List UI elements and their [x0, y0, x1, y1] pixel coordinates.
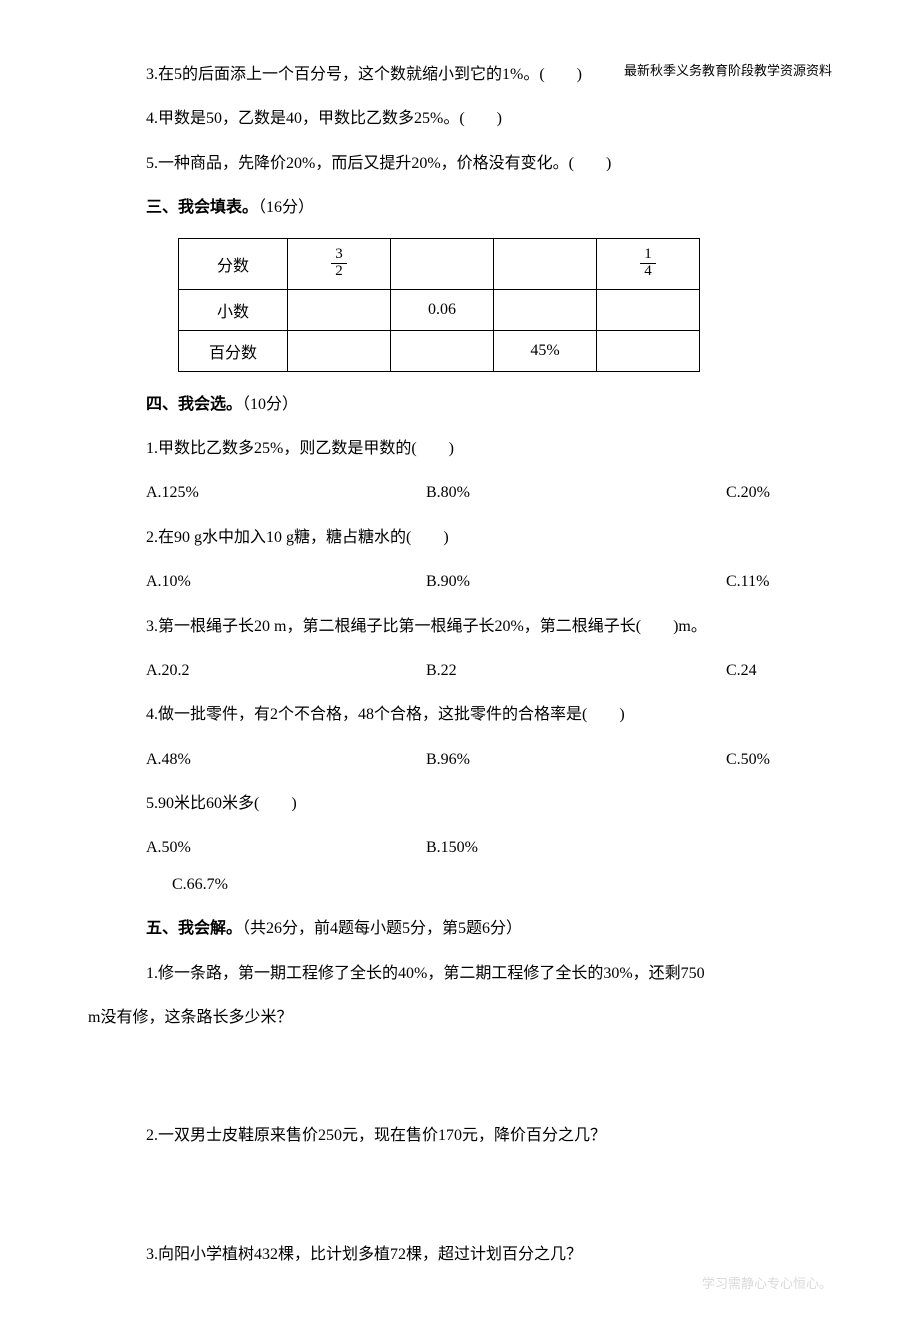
sec5-q3: 3.向阳小学植树432棵，比计划多植72棵，超过计划百分之几？	[88, 1240, 832, 1270]
option-a: A.10%	[146, 567, 426, 597]
cell-empty	[597, 289, 700, 330]
table-row: 小数 0.06	[179, 289, 700, 330]
sec5-title: 五、我会解。	[146, 920, 242, 937]
cell-empty	[288, 289, 391, 330]
cell-fraction-1: 3 2	[288, 238, 391, 289]
fraction-num: 3	[331, 247, 347, 264]
option-placeholder	[726, 833, 832, 863]
sec4-q1-options: A.125% B.80% C.20%	[88, 478, 832, 508]
option-b: B.22	[426, 656, 726, 686]
fraction-den: 2	[331, 264, 347, 280]
fraction-den: 4	[640, 264, 656, 280]
fraction-num: 1	[640, 247, 656, 264]
option-c: C.11%	[726, 567, 832, 597]
option-b: B.96%	[426, 745, 726, 775]
sec4-q1: 1.甲数比乙数多25%，则乙数是甲数的( )	[88, 434, 832, 464]
row-label-decimal: 小数	[179, 289, 288, 330]
option-a: A.50%	[146, 833, 426, 863]
cell-percent: 45%	[494, 330, 597, 371]
sec5-heading: 五、我会解。（共26分，前4题每小题5分，第5题6分）	[88, 914, 832, 944]
cell-empty	[494, 289, 597, 330]
option-c: C.20%	[726, 478, 832, 508]
sec4-q5-option-c: C.66.7%	[88, 870, 832, 900]
sec4-q2-options: A.10% B.90% C.11%	[88, 567, 832, 597]
row-label-fraction: 分数	[179, 238, 288, 289]
sec3-title: 三、我会填表。	[146, 199, 258, 216]
table-row: 分数 3 2 1 4	[179, 238, 700, 289]
cell-empty	[494, 238, 597, 289]
sec5-q1-line2: m没有修，这条路长多少米？	[88, 1003, 832, 1033]
sec4-q5: 5.90米比60米多( )	[88, 789, 832, 819]
page-header: 最新秋季义务教育阶段教学资源资料	[624, 60, 832, 79]
sec3-heading: 三、我会填表。（16分）	[88, 193, 832, 223]
sec4-q3: 3.第一根绳子长20 m，第二根绳子比第一根绳子长20%，第二根绳子长( )m。	[88, 612, 832, 642]
sec3-points: （16分）	[258, 199, 314, 216]
sec4-points: （10分）	[242, 396, 298, 413]
sec4-q3-options: A.20.2 B.22 C.24	[88, 656, 832, 686]
option-b: B.80%	[426, 478, 726, 508]
sec4-q4: 4.做一批零件，有2个不合格，48个合格，这批零件的合格率是( )	[88, 700, 832, 730]
page-footer: 学习需静心专心恒心。	[702, 1273, 832, 1292]
sec4-q4-options: A.48% B.96% C.50%	[88, 745, 832, 775]
cell-decimal: 0.06	[391, 289, 494, 330]
option-a: A.125%	[146, 478, 426, 508]
fraction-3-2: 3 2	[331, 247, 347, 280]
cell-fraction-4: 1 4	[597, 238, 700, 289]
sec4-heading: 四、我会选。（10分）	[88, 390, 832, 420]
sec2-q5: 5.一种商品，先降价20%，而后又提升20%，价格没有变化。( )	[88, 149, 832, 179]
sec4-q2: 2.在90 g水中加入10 g糖，糖占糖水的( )	[88, 523, 832, 553]
sec5-q2: 2.一双男士皮鞋原来售价250元，现在售价170元，降价百分之几？	[88, 1121, 832, 1151]
row-label-percent: 百分数	[179, 330, 288, 371]
sec4-title: 四、我会选。	[146, 396, 242, 413]
conversion-table: 分数 3 2 1 4 小数 0.06 百分数	[178, 238, 700, 372]
sec5-q1-line1: 1.修一条路，第一期工程修了全长的40%，第二期工程修了全长的30%，还剩750	[88, 959, 832, 989]
fraction-1-4: 1 4	[640, 247, 656, 280]
cell-empty	[597, 330, 700, 371]
option-b: B.150%	[426, 833, 726, 863]
table-row: 百分数 45%	[179, 330, 700, 371]
cell-empty	[391, 330, 494, 371]
cell-empty	[391, 238, 494, 289]
sec4-q5-options-ab: A.50% B.150%	[88, 833, 832, 863]
sec2-q4: 4.甲数是50，乙数是40，甲数比乙数多25%。( )	[88, 104, 832, 134]
option-b: B.90%	[426, 567, 726, 597]
option-c: C.24	[726, 656, 832, 686]
cell-empty	[288, 330, 391, 371]
sec5-points: （共26分，前4题每小题5分，第5题6分）	[242, 920, 522, 937]
option-a: A.20.2	[146, 656, 426, 686]
option-c: C.50%	[726, 745, 832, 775]
option-a: A.48%	[146, 745, 426, 775]
